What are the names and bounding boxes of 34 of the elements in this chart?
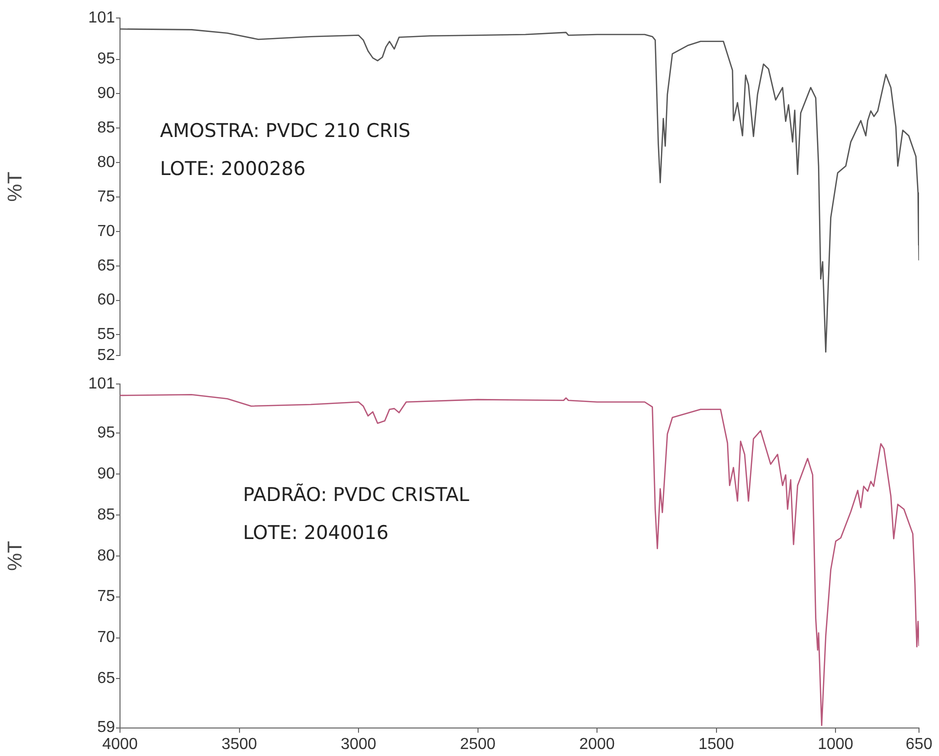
y-tick-label: 101 (88, 9, 116, 26)
annotation: PADRÃO: PVDC CRISTAL (243, 482, 470, 508)
x-tick-label: 1500 (698, 736, 734, 753)
y-tick-label: 70 (97, 222, 116, 240)
y-tick-label: 52 (97, 346, 116, 364)
y-tick-label: 59 (97, 719, 116, 736)
x-tick-label: 4000 (102, 736, 138, 753)
y-tick-label: 75 (97, 588, 116, 606)
y-tick-label: 95 (97, 424, 116, 442)
y-tick-label: 80 (97, 154, 116, 172)
y-tick-label: 95 (97, 50, 116, 68)
x-tick-label: 2000 (579, 736, 615, 753)
y-tick-label: 90 (97, 465, 116, 482)
y-tick-label: 65 (97, 670, 116, 688)
x-tick-label: 650 (906, 736, 932, 753)
y-tick-label: 55 (97, 326, 116, 344)
y-tick-label: 90 (97, 85, 116, 102)
y-axis-title: %T (4, 540, 27, 571)
y-tick-label: 101 (88, 375, 116, 392)
x-tick-label: 3000 (340, 736, 376, 753)
y-tick-label: 65 (97, 257, 116, 274)
y-tick-label: 85 (97, 120, 116, 137)
y-axis-title: %T (4, 172, 27, 202)
y-tick-label: 70 (97, 629, 116, 646)
annotation: LOTE: 2040016 (243, 521, 390, 546)
y-tick-label: 75 (97, 188, 116, 206)
y-tick-label: 85 (97, 506, 116, 524)
x-tick-label: 2500 (460, 736, 496, 753)
y-tick-label: 80 (97, 547, 116, 564)
x-tick-label: 3500 (221, 736, 258, 753)
annotation: LOTE: 2000286 (160, 157, 307, 182)
y-tick-label: 60 (97, 292, 116, 309)
x-tick-label: 1000 (818, 736, 854, 753)
annotation: AMOSTRA: PVDC 210 CRIS (160, 119, 410, 144)
